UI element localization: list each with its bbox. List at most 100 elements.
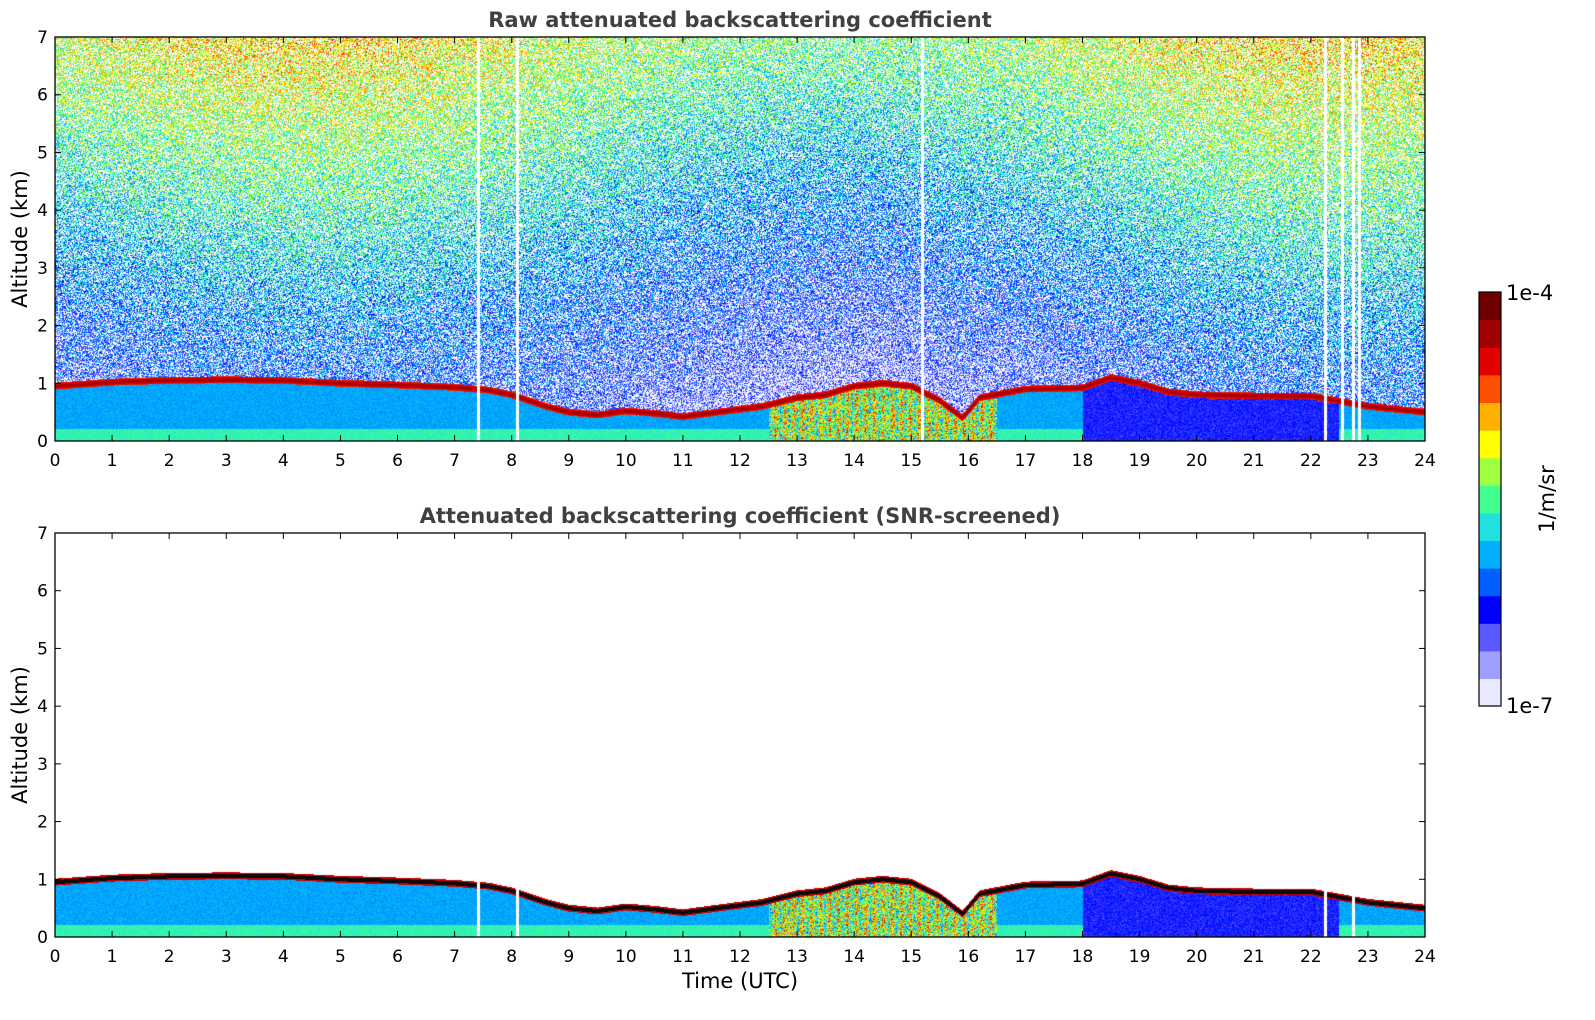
x-tick-label: 0 — [50, 451, 61, 471]
colorbar-step — [1479, 402, 1501, 431]
x-tick-label: 14 — [843, 947, 865, 967]
x-tick-label: 7 — [449, 947, 460, 967]
colorbar-step — [1479, 347, 1501, 376]
colorbar-step — [1479, 623, 1501, 652]
x-tick-label: 3 — [221, 451, 232, 471]
x-tick-label: 4 — [278, 451, 289, 471]
x-tick-label: 19 — [1129, 451, 1151, 471]
y-tick-label: 3 — [37, 755, 48, 775]
x-tick-label: 11 — [672, 451, 694, 471]
x-tick-label: 22 — [1300, 451, 1322, 471]
screened-heatmap — [55, 533, 1425, 937]
x-tick-label: 17 — [1015, 451, 1037, 471]
x-tick-label: 1 — [107, 947, 118, 967]
colorbar-min-label: 1e-7 — [1506, 694, 1553, 718]
x-tick-label: 18 — [1072, 947, 1094, 967]
colorbar-step — [1479, 374, 1501, 403]
x-tick-label: 23 — [1357, 947, 1379, 967]
colorbar-frame — [1478, 291, 1502, 707]
x-tick-label: 11 — [672, 947, 694, 967]
colorbar-unit-label: 1/m/sr — [1535, 465, 1559, 533]
x-tick-label: 19 — [1129, 947, 1151, 967]
colorbar: 1e-4 1e-7 1/m/sr — [1478, 281, 1559, 718]
x-tick-label: 21 — [1243, 947, 1265, 967]
colorbar-step — [1479, 650, 1501, 679]
x-tick-label: 10 — [615, 947, 637, 967]
colorbar-step — [1479, 595, 1501, 624]
x-tick-label: 3 — [221, 947, 232, 967]
y-tick-label: 4 — [37, 201, 48, 221]
x-tick-label: 7 — [449, 451, 460, 471]
x-tick-label: 14 — [843, 451, 865, 471]
x-tick-label: 8 — [506, 947, 517, 967]
x-tick-label: 16 — [958, 451, 980, 471]
screened-y-ticks: 0 1 2 3 4 5 6 7 — [37, 524, 1425, 948]
y-tick-label: 6 — [37, 86, 48, 106]
x-tick-label: 23 — [1357, 451, 1379, 471]
x-tick-label: 6 — [392, 451, 403, 471]
x-tick-label: 9 — [563, 451, 574, 471]
x-tick-label: 13 — [786, 947, 808, 967]
x-tick-label: 8 — [506, 451, 517, 471]
colorbar-step — [1479, 319, 1501, 348]
x-tick-label: 5 — [335, 947, 346, 967]
screened-panel-title: Attenuated backscattering coefficient (S… — [420, 504, 1061, 528]
screened-backscatter-panel: Attenuated backscattering coefficient (S… — [8, 504, 1436, 993]
y-tick-label: 4 — [37, 697, 48, 717]
x-tick-label: 2 — [164, 451, 175, 471]
screened-y-axis-label: Altitude (km) — [8, 666, 32, 804]
x-tick-label: 6 — [392, 947, 403, 967]
raw-y-axis-label: Altitude (km) — [8, 170, 32, 308]
x-tick-label: 15 — [900, 451, 922, 471]
x-tick-label: 16 — [958, 947, 980, 967]
x-tick-label: 18 — [1072, 451, 1094, 471]
colorbar-step — [1479, 540, 1501, 569]
x-tick-label: 21 — [1243, 451, 1265, 471]
x-tick-label: 10 — [615, 451, 637, 471]
colorbar-gradient — [1479, 292, 1501, 707]
y-tick-label: 1 — [37, 374, 48, 394]
colorbar-step — [1479, 430, 1501, 459]
x-tick-label: 17 — [1015, 947, 1037, 967]
raw-heatmap — [55, 37, 1425, 441]
x-tick-label: 15 — [900, 947, 922, 967]
y-tick-label: 5 — [37, 143, 48, 163]
y-tick-label: 7 — [37, 28, 48, 48]
x-tick-label: 5 — [335, 451, 346, 471]
y-tick-label: 3 — [37, 259, 48, 279]
screened-x-ticks: 0 1 2 3 4 5 6 7 8 9 10 11 12 13 14 15 16 17 18 19 20 21 22 23 24 — [50, 533, 1436, 967]
x-tick-label: 20 — [1186, 947, 1208, 967]
colorbar-step — [1479, 678, 1501, 707]
x-tick-label: 1 — [107, 451, 118, 471]
y-tick-label: 7 — [37, 524, 48, 544]
x-tick-label: 2 — [164, 947, 175, 967]
x-tick-label: 4 — [278, 947, 289, 967]
y-tick-label: 1 — [37, 870, 48, 890]
x-tick-label: 12 — [729, 947, 751, 967]
x-tick-label: 24 — [1414, 451, 1436, 471]
y-tick-label: 2 — [37, 317, 48, 337]
x-tick-label: 12 — [729, 451, 751, 471]
x-tick-label: 13 — [786, 451, 808, 471]
y-tick-label: 5 — [37, 639, 48, 659]
colorbar-step — [1479, 512, 1501, 541]
colorbar-step — [1479, 457, 1501, 486]
colorbar-step — [1479, 292, 1501, 321]
y-tick-label: 0 — [37, 432, 48, 452]
raw-panel-title: Raw attenuated backscattering coefficien… — [488, 8, 992, 32]
x-tick-label: 24 — [1414, 947, 1436, 967]
y-tick-label: 0 — [37, 928, 48, 948]
x-tick-label: 20 — [1186, 451, 1208, 471]
raw-y-ticks: 0 1 2 3 4 5 6 7 — [37, 28, 1425, 452]
raw-x-ticks: 0 1 2 3 4 5 6 7 8 9 10 11 12 13 14 15 16 17 18 19 20 21 22 23 24 — [50, 37, 1436, 471]
x-tick-label: 0 — [50, 947, 61, 967]
x-axis-label: Time (UTC) — [681, 969, 798, 993]
y-tick-label: 6 — [37, 582, 48, 602]
raw-backscatter-panel: Raw attenuated backscattering coefficien… — [8, 8, 1436, 471]
y-tick-label: 2 — [37, 813, 48, 833]
colorbar-max-label: 1e-4 — [1506, 281, 1553, 305]
x-tick-label: 22 — [1300, 947, 1322, 967]
colorbar-step — [1479, 568, 1501, 597]
colorbar-step — [1479, 485, 1501, 514]
